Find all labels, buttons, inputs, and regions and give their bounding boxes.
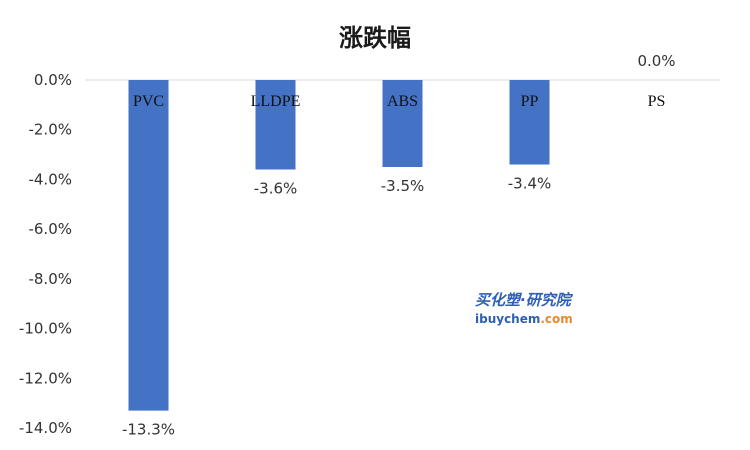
category-label-ps: PS [648, 93, 666, 110]
y-tick-label: -2.0% [28, 121, 72, 139]
category-label-pp: PP [521, 93, 539, 110]
data-label-abs: -3.5% [381, 177, 425, 195]
watermark-site: ibuychem.com [475, 312, 573, 326]
data-label-ps: 0.0% [637, 52, 675, 70]
bar-series [128, 80, 550, 411]
y-tick-label: -12.0% [19, 369, 72, 387]
data-labels: -13.3% -3.6% -3.5% -3.4% 0.0% [122, 52, 676, 439]
y-tick-label: -8.0% [28, 270, 72, 288]
watermark-site-main: ibuychem [475, 312, 540, 326]
category-label-lldpe: LLDPE [251, 93, 301, 110]
data-label-lldpe: -3.6% [254, 179, 298, 197]
brand-watermark: 买化塑·研究院 ibuychem.com [475, 291, 574, 326]
y-tick-label: -4.0% [28, 170, 72, 188]
y-tick-label: 0.0% [34, 71, 72, 89]
bar-pvc [128, 80, 169, 411]
category-label-abs: ABS [387, 93, 418, 110]
bar-pp [509, 80, 550, 165]
chart-title: 涨跌幅 [339, 24, 411, 52]
data-label-pvc: -13.3% [122, 421, 175, 439]
category-labels: PVC LLDPE ABS PP PS [133, 93, 665, 110]
y-tick-label: -14.0% [19, 419, 72, 437]
category-label-pvc: PVC [133, 93, 164, 110]
bar-abs [382, 80, 423, 167]
bar-lldpe [255, 80, 296, 170]
y-tick-label: -10.0% [19, 320, 72, 338]
watermark-brand: 买化塑·研究院 [475, 291, 574, 309]
y-axis: 0.0% -2.0% -4.0% -6.0% -8.0% -10.0% -12.0% -14.… [19, 71, 72, 437]
watermark-site-suffix: .com [540, 312, 572, 326]
data-label-pp: -3.4% [508, 175, 552, 193]
y-tick-label: -6.0% [28, 220, 72, 238]
